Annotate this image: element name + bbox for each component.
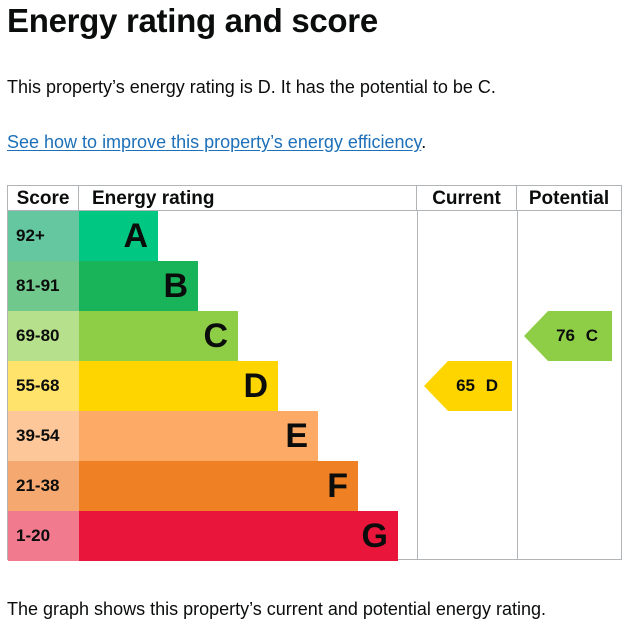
band-bar: B <box>79 261 198 311</box>
band-bar: D <box>79 361 278 411</box>
band-score: 81-91 <box>8 261 79 311</box>
band-bar: F <box>79 461 358 511</box>
current-rating-letter: D <box>485 376 498 395</box>
band-score: 55-68 <box>8 361 79 411</box>
band-bar: A <box>79 211 158 261</box>
band-score: 21-38 <box>8 461 79 511</box>
current-column-divider <box>417 211 418 559</box>
potential-rating-letter: C <box>585 326 598 345</box>
band-letter: E <box>285 417 308 455</box>
potential-rating-arrow: 76 C <box>524 311 612 361</box>
energy-rating-graph: Score Energy rating Current Potential 92… <box>7 185 622 561</box>
band-score: 92+ <box>8 211 79 261</box>
potential-rating-value: 76 <box>556 326 575 345</box>
header-current: Current <box>417 186 517 211</box>
header-energy-rating: Energy rating <box>79 186 417 211</box>
current-rating-value: 65 <box>456 376 475 395</box>
band-letter: A <box>123 217 148 255</box>
improve-paragraph: See how to improve this property’s energ… <box>7 132 426 153</box>
band-score: 69-80 <box>8 311 79 361</box>
improve-efficiency-link[interactable]: See how to improve this property’s energ… <box>7 132 422 152</box>
band-letter: C <box>203 317 228 355</box>
band-letter: B <box>163 267 188 305</box>
band-bar: E <box>79 411 318 461</box>
page-title: Energy rating and score <box>7 2 378 39</box>
band-bar: G <box>79 511 398 561</box>
band-score: 39-54 <box>8 411 79 461</box>
band-letter: D <box>243 367 268 405</box>
band-letter: F <box>327 467 348 505</box>
rating-summary: This property’s energy rating is D. It h… <box>7 77 496 97</box>
graph-caption: The graph shows this property’s current … <box>7 599 546 619</box>
band-score: 1-20 <box>8 511 79 561</box>
header-potential: Potential <box>517 186 621 211</box>
current-rating-arrow: 65 D <box>424 361 512 411</box>
band-letter: G <box>361 517 388 555</box>
potential-column-divider <box>517 211 518 559</box>
header-score: Score <box>8 186 79 211</box>
band-bar: C <box>79 311 238 361</box>
improve-link-suffix: . <box>421 132 427 152</box>
